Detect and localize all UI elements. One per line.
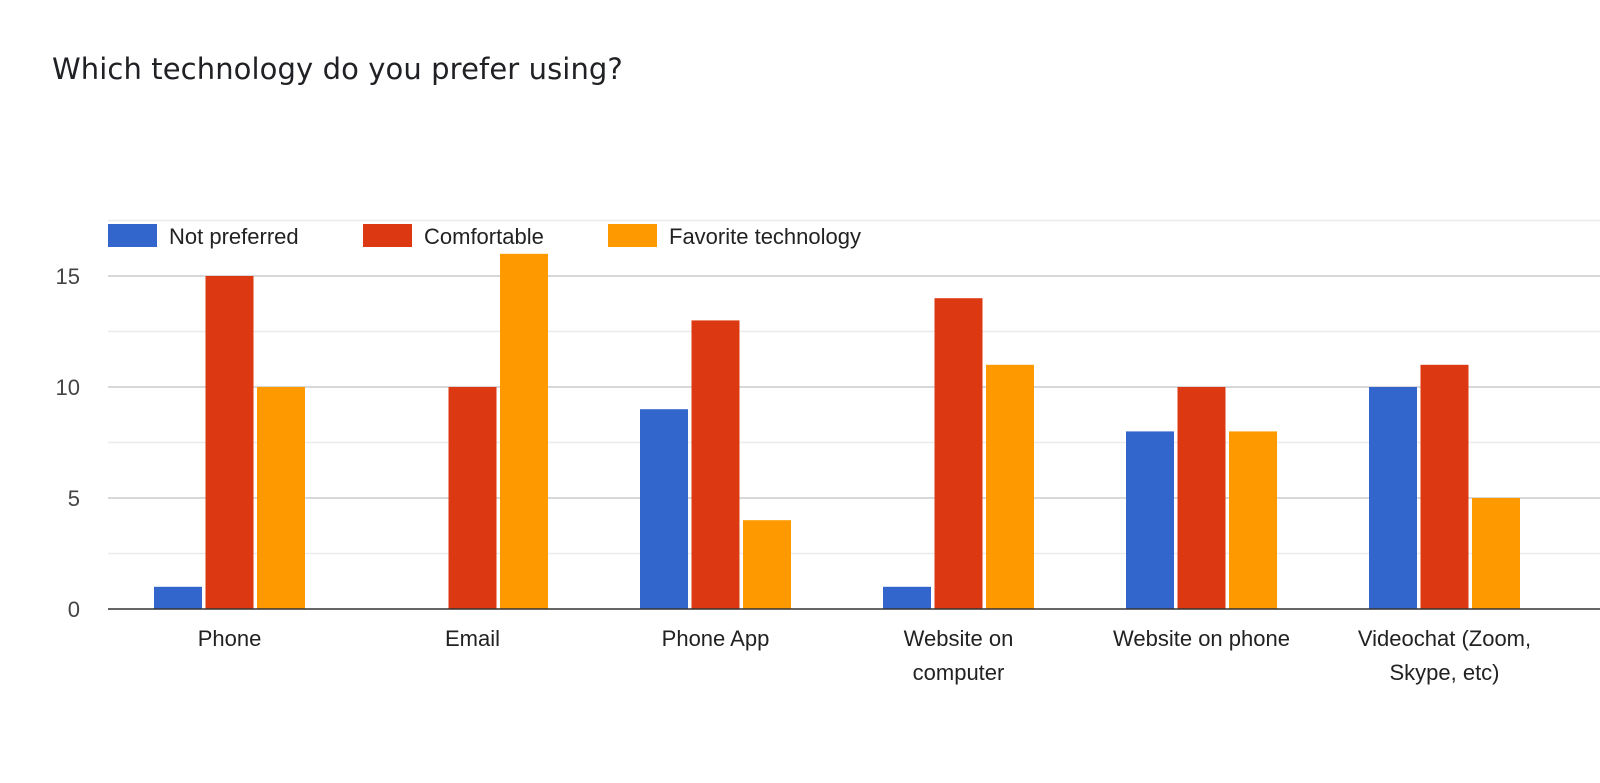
- bar-not-preferred: [1369, 387, 1417, 609]
- x-category-label: Email: [445, 626, 500, 651]
- bar-comfortable: [448, 387, 497, 609]
- bar-favorite-technology: [1472, 498, 1520, 609]
- bar-favorite-technology: [257, 387, 305, 609]
- bar-comfortable: [934, 298, 983, 609]
- y-tick-label: 5: [68, 486, 80, 511]
- x-category-label: Website on computer: [904, 626, 1014, 685]
- x-category-label: Website on phone: [1113, 626, 1290, 651]
- bar-comfortable: [1420, 364, 1469, 609]
- y-tick-label: 10: [56, 375, 80, 400]
- bar-not-preferred: [883, 586, 931, 609]
- bar-comfortable: [205, 276, 254, 609]
- bar-favorite-technology: [500, 253, 548, 610]
- bar-comfortable: [1177, 387, 1226, 609]
- bar-comfortable: [691, 320, 740, 609]
- legend-swatch: [608, 224, 657, 247]
- bar-not-preferred: [154, 586, 202, 609]
- gridlines: [108, 219, 1600, 555]
- legend-swatch: [108, 224, 157, 247]
- bar-not-preferred: [640, 409, 688, 609]
- legend-label: Not preferred: [169, 224, 299, 249]
- y-tick-label: 0: [68, 597, 80, 622]
- bar-favorite-technology: [986, 364, 1034, 609]
- legend: Not preferred Comfortable Favorite technol…: [108, 224, 861, 249]
- x-category-label: Phone App: [662, 626, 770, 651]
- y-tick-label: 15: [56, 264, 80, 289]
- legend-label: Favorite technology: [669, 224, 861, 249]
- axes: 0 5 10 15 Phone Email Phone App Website on compu…: [56, 264, 1600, 685]
- bar-favorite-technology: [743, 520, 791, 609]
- bar-not-preferred: [1126, 431, 1174, 609]
- legend-swatch: [363, 224, 412, 247]
- x-category-label: Videochat (Zoom, Skype, etc): [1358, 626, 1531, 685]
- page-title: Which technology do you prefer using?: [52, 52, 623, 86]
- x-category-label: Phone: [198, 626, 262, 651]
- bars: [154, 253, 1520, 610]
- bar-favorite-technology: [1229, 431, 1277, 609]
- legend-label: Comfortable: [424, 224, 544, 249]
